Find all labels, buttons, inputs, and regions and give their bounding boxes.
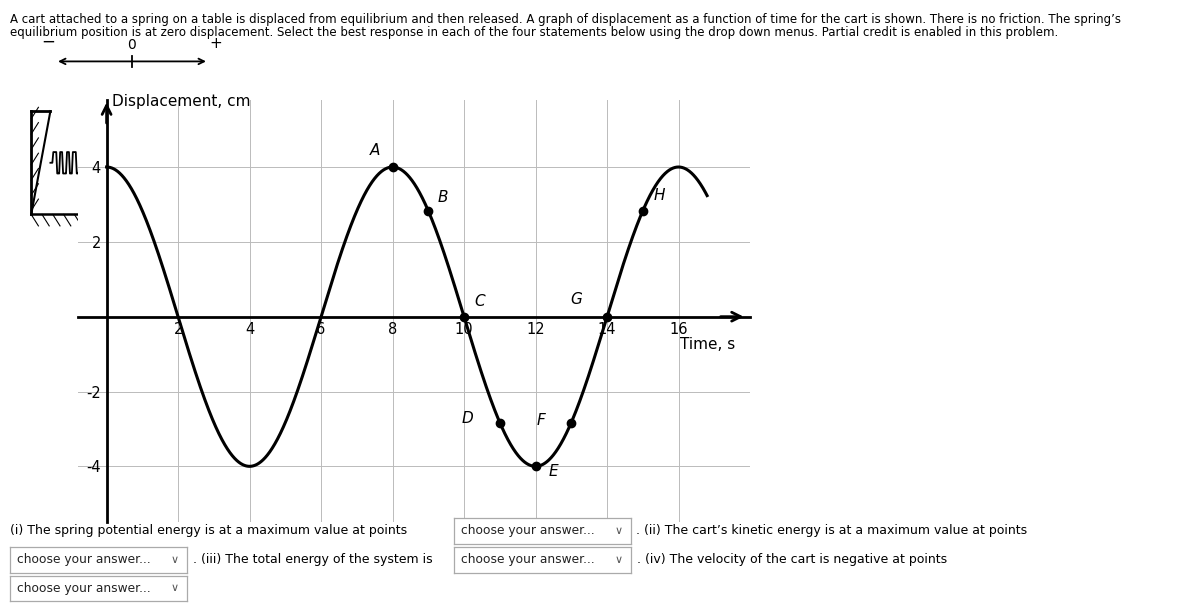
Text: choose your answer...: choose your answer... bbox=[17, 553, 150, 567]
Text: choose your answer...: choose your answer... bbox=[17, 582, 150, 595]
Circle shape bbox=[166, 201, 168, 205]
Text: . (ii) The cart’s kinetic energy is at a maximum value at points: . (ii) The cart’s kinetic energy is at a… bbox=[636, 524, 1027, 538]
Text: Time, s: Time, s bbox=[680, 337, 736, 352]
Text: G: G bbox=[571, 292, 582, 307]
Text: F: F bbox=[536, 413, 545, 428]
Circle shape bbox=[120, 201, 122, 205]
Circle shape bbox=[160, 192, 174, 214]
Text: . (iv) The velocity of the cart is negative at points: . (iv) The velocity of the cart is negat… bbox=[637, 553, 947, 567]
Text: Displacement, cm: Displacement, cm bbox=[112, 94, 251, 109]
Text: (i) The spring potential energy is at a maximum value at points: (i) The spring potential energy is at a … bbox=[10, 524, 407, 538]
Text: ∨: ∨ bbox=[170, 583, 179, 593]
Text: B: B bbox=[437, 190, 448, 205]
Text: 0: 0 bbox=[127, 38, 137, 52]
Text: choose your answer...: choose your answer... bbox=[461, 524, 594, 538]
Circle shape bbox=[118, 197, 125, 209]
Text: ∨: ∨ bbox=[614, 526, 623, 536]
Bar bbox=[108, 151, 180, 201]
Text: A cart attached to a spring on a table is displaced from equilibrium and then re: A cart attached to a spring on a table i… bbox=[10, 13, 1121, 27]
Text: +: + bbox=[210, 36, 222, 51]
Text: equilibrium position is at zero displacement. Select the best response in each o: equilibrium position is at zero displace… bbox=[10, 26, 1058, 39]
Text: ∨: ∨ bbox=[614, 555, 623, 565]
Text: A: A bbox=[370, 143, 380, 158]
Circle shape bbox=[163, 197, 170, 209]
Text: choose your answer...: choose your answer... bbox=[461, 553, 594, 567]
Text: D: D bbox=[462, 411, 474, 426]
Text: −: − bbox=[41, 33, 55, 51]
Circle shape bbox=[114, 192, 128, 214]
Text: ∨: ∨ bbox=[170, 555, 179, 565]
Text: . (iii) The total energy of the system is: . (iii) The total energy of the system i… bbox=[193, 553, 433, 567]
Text: E: E bbox=[548, 464, 558, 480]
Text: H: H bbox=[653, 188, 665, 204]
Text: C: C bbox=[475, 294, 486, 309]
